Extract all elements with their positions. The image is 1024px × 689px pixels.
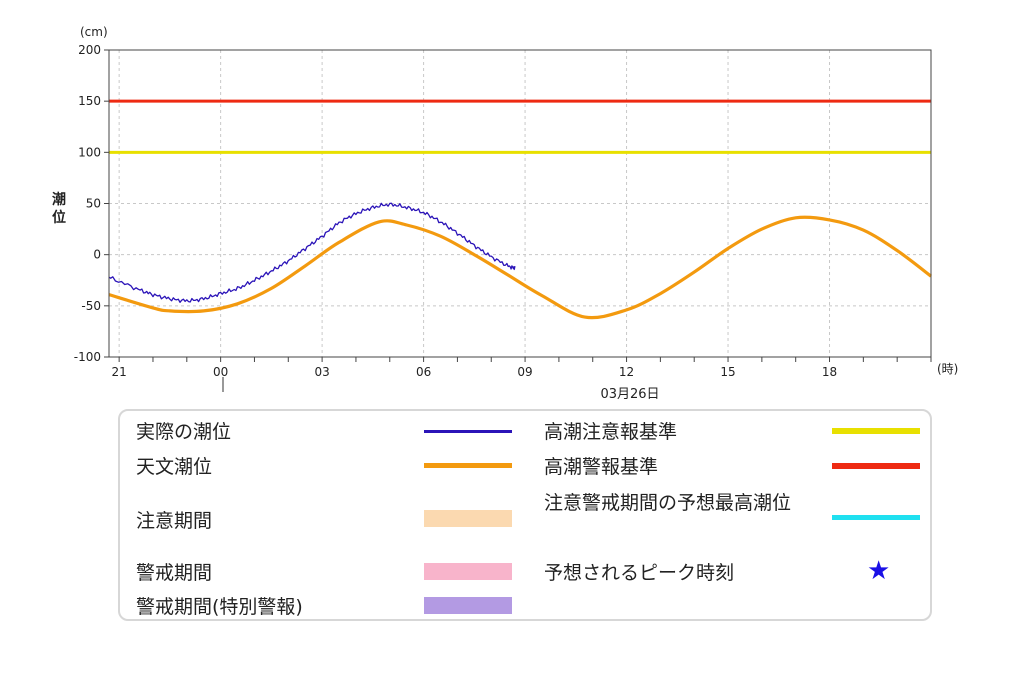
legend-label-actual-tide: 実際の潮位 (136, 421, 232, 443)
series-line-astronomical-tide (108, 215, 932, 320)
series-lines (108, 202, 932, 320)
y-unit-label: (cm) (80, 25, 108, 39)
legend-label-expected-peak-time: 予想されるピーク時刻 (544, 562, 735, 584)
star-icon: ★ (867, 556, 891, 586)
x-tick-label: 09 (517, 365, 532, 379)
y-tick-label: 0 (93, 248, 101, 262)
legend-label-warning-standard: 高潮警報基準 (544, 456, 659, 478)
x-unit-label: (時) (937, 362, 958, 376)
x-tick-label: 00 (213, 365, 228, 379)
series-line-actual-tide (108, 202, 516, 303)
legend-label-advisory-standard: 高潮注意報基準 (544, 421, 678, 443)
legend-label-warning-period: 警戒期間 (136, 562, 213, 584)
legend-swatch-warning-standard (832, 463, 920, 469)
y-tick-label: 100 (78, 145, 101, 159)
x-axis-ticks: 21 00 03 06 09 12 15 18 (112, 357, 932, 379)
legend-swatch-special-warning-period (424, 597, 512, 614)
legend-swatch-actual-tide (424, 430, 512, 433)
legend-label-caution-period: 注意期間 (136, 510, 213, 532)
x-tick-label: 15 (720, 365, 735, 379)
reference-lines (109, 99, 931, 154)
legend-swatch-warning-period (424, 563, 512, 580)
legend-label-forecast-peak-tide: 注意警戒期間の予想最高潮位 (544, 492, 792, 514)
legend-swatch-advisory-standard (832, 428, 920, 434)
x-tick-label: 12 (619, 365, 634, 379)
y-axis-label-1: 潮 (52, 191, 66, 208)
tide-chart: 200 150 100 50 0 -50 -100 21 00 03 06 09 12 15 18 (cm… (52, 25, 958, 400)
legend-swatch-caution-period (424, 510, 512, 527)
y-tick-label: -50 (81, 299, 101, 313)
legend-swatch-astronomical-tide (424, 463, 512, 468)
y-tick-label: 50 (86, 197, 101, 211)
legend-label-special-warning-period: 警戒期間(特別警報) (136, 596, 303, 618)
legend: 実際の潮位 天文潮位 注意期間 警戒期間 警戒期間(特別警報) 高潮注意報基準 … (118, 409, 932, 621)
x-tick-label: 21 (112, 365, 127, 379)
date-label: 03月26日 (600, 387, 659, 400)
x-tick-label: 18 (822, 365, 837, 379)
y-axis-ticks: 200 150 100 50 0 -50 -100 (74, 43, 109, 364)
y-tick-label: -100 (74, 350, 101, 364)
y-axis-label-2: 位 (52, 209, 66, 226)
y-tick-label: 150 (78, 94, 101, 108)
legend-label-astronomical-tide: 天文潮位 (136, 456, 213, 478)
y-tick-label: 200 (78, 43, 101, 57)
x-tick-label: 06 (416, 365, 431, 379)
legend-swatch-forecast-peak-tide (832, 515, 920, 520)
x-tick-label: 03 (314, 365, 329, 379)
grid (109, 50, 931, 357)
